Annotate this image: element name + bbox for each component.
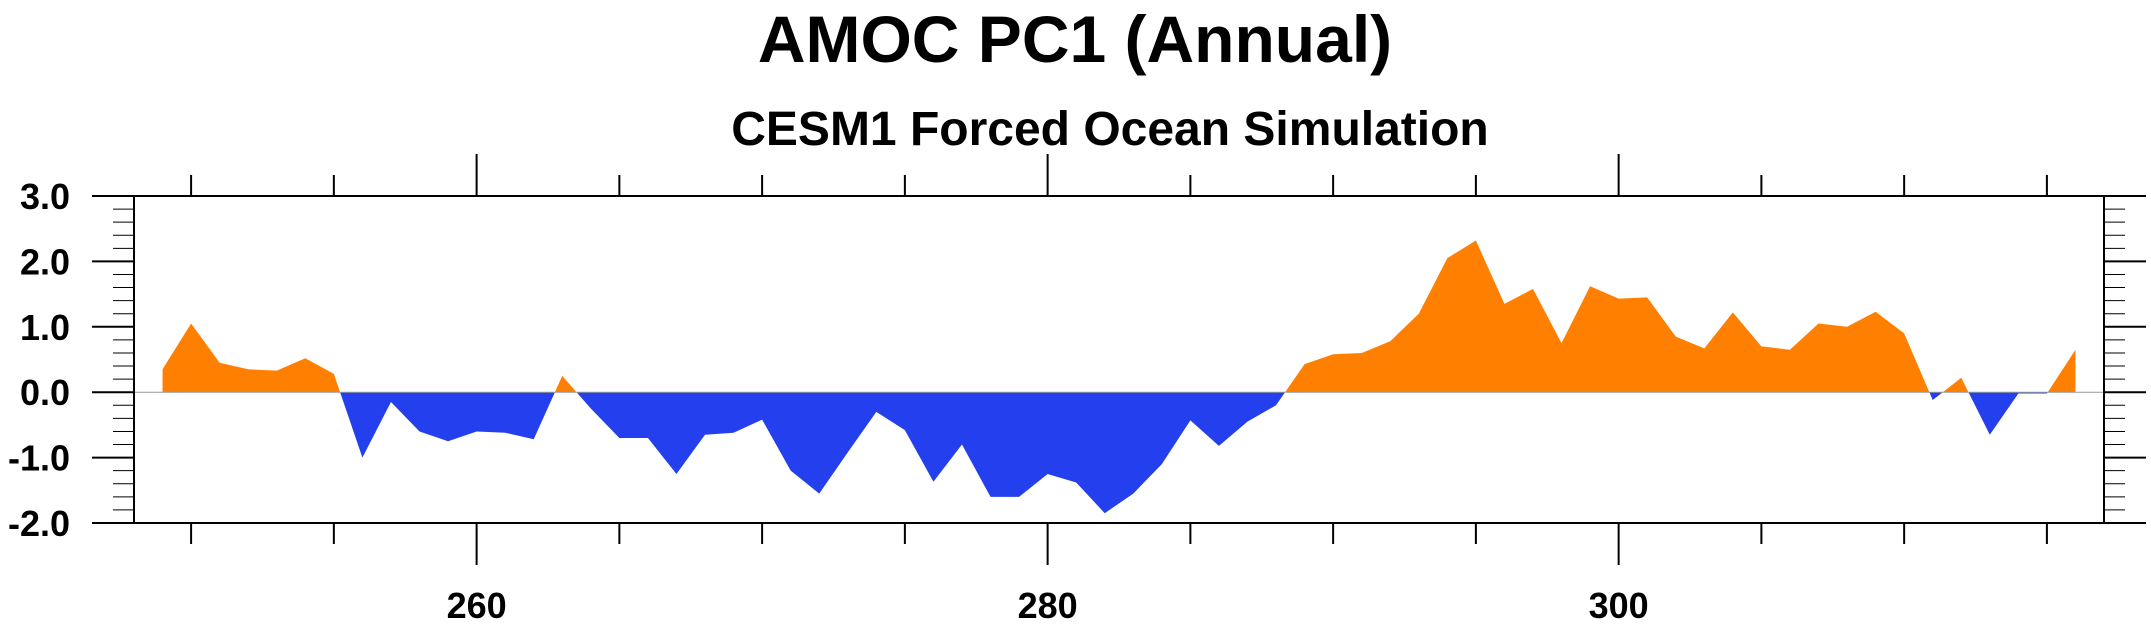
x-tick-label: 300 xyxy=(1589,585,1649,626)
y-tick-label: 2.0 xyxy=(20,241,70,282)
plot-area-fill xyxy=(134,240,2104,514)
x-tick-label: 260 xyxy=(447,585,507,626)
y-tick-label: 0.0 xyxy=(20,372,70,413)
plot-frame xyxy=(133,195,2105,524)
axis-tick-labels: 3.0 2.0 1.0 0.0 -1.0 -2.0 260 280 300 xyxy=(8,176,1649,626)
chart-title: AMOC PC1 (Annual) xyxy=(758,2,1392,76)
positive-area xyxy=(162,240,2076,393)
y-tick-label: 1.0 xyxy=(20,307,70,348)
axis-ticks xyxy=(92,154,2146,565)
y-tick-label: -1.0 xyxy=(8,438,70,479)
x-tick-label: 280 xyxy=(1018,585,1078,626)
y-tick-label: 3.0 xyxy=(20,176,70,217)
y-tick-label: -2.0 xyxy=(8,503,70,544)
chart-subtitle: CESM1 Forced Ocean Simulation xyxy=(731,103,1489,156)
negative-area xyxy=(162,392,2076,514)
